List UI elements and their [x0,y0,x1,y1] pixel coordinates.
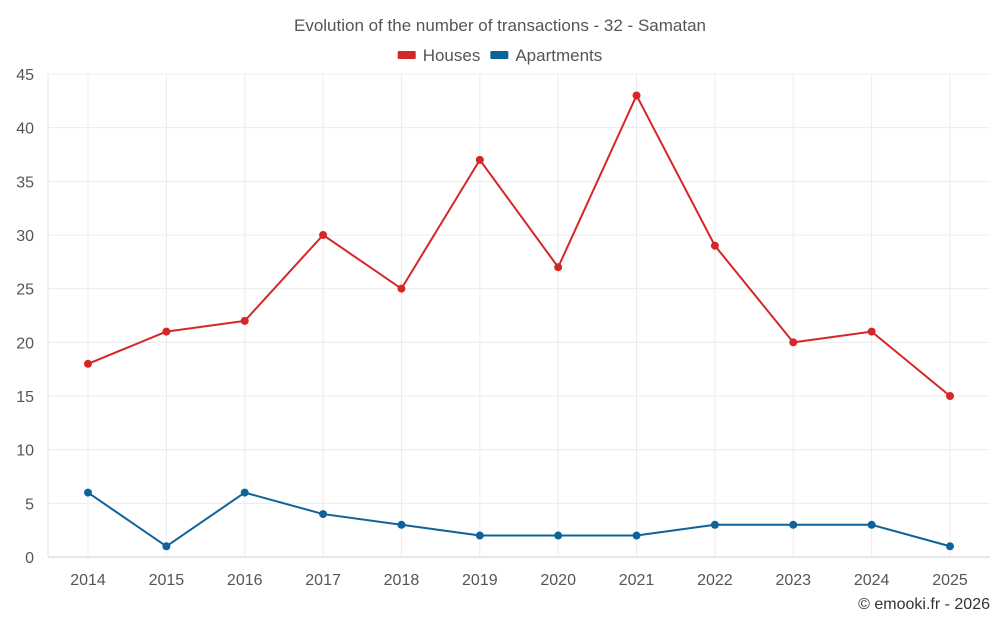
data-point-houses[interactable] [319,231,328,239]
gridlines [48,73,990,558]
y-tick-label: 20 [16,335,34,352]
data-point-houses[interactable] [475,155,484,164]
legend: Houses Apartments [397,46,602,65]
x-tick-label: 2014 [70,572,106,589]
data-point-apartments[interactable] [789,520,798,529]
x-tick-label: 2023 [775,572,811,589]
series-apartments [84,488,954,551]
data-point-apartments[interactable] [475,531,484,540]
x-tick-label: 2021 [619,572,655,589]
y-tick-label: 15 [16,389,34,406]
y-tick-label: 30 [16,228,34,245]
data-point-houses[interactable] [162,327,171,336]
y-tick-label: 0 [25,550,34,567]
x-tick-label: 2015 [149,572,185,589]
data-point-apartments[interactable] [240,488,249,497]
y-tick-label: 40 [16,121,34,138]
x-axis: 2014 2015 2016 2017 2018 2019 2020 2021 2022 2023… [48,556,990,589]
x-tick-label: 2024 [854,572,890,589]
series-houses [84,91,954,400]
x-tick-label: 2018 [384,572,420,589]
credit-text: © emooki.fr - 2026 [858,596,990,613]
legend-item-apartments[interactable]: Apartments [490,46,602,65]
y-tick-label: 5 [25,496,34,513]
y-tick-label: 10 [16,443,34,460]
data-point-apartments[interactable] [867,520,876,529]
data-point-houses[interactable] [397,284,406,293]
y-tick-label: 25 [16,282,34,299]
data-point-apartments[interactable] [554,531,563,540]
x-tick-label: 2022 [697,572,733,589]
series-group [84,91,954,551]
chart-title: Evolution of the number of transactions … [294,16,706,35]
data-point-houses[interactable] [84,359,92,368]
data-point-apartments[interactable] [710,520,719,529]
data-point-apartments[interactable] [162,542,171,551]
legend-label: Apartments [515,46,602,65]
data-point-apartments[interactable] [397,520,406,529]
data-point-houses[interactable] [710,241,719,250]
data-point-apartments[interactable] [84,488,92,497]
x-tick-label: 2016 [227,572,263,589]
data-point-houses[interactable] [867,327,876,336]
legend-swatch [490,51,509,59]
legend-swatch [397,51,416,59]
data-point-apartments[interactable] [946,542,954,551]
x-tick-label: 2017 [305,572,341,589]
legend-item-houses[interactable]: Houses [397,46,481,65]
x-tick-label: 2020 [540,572,576,589]
data-point-apartments[interactable] [319,510,328,519]
y-tick-label: 35 [16,174,34,191]
series-line-houses [87,94,951,397]
data-point-houses[interactable] [946,392,954,400]
data-point-houses[interactable] [632,91,641,100]
data-point-houses[interactable] [789,338,798,347]
legend-label: Houses [423,46,481,65]
y-axis: 0 5 10 15 20 25 30 35 40 45 [16,67,49,567]
data-point-apartments[interactable] [632,531,641,540]
x-tick-label: 2019 [462,572,498,589]
data-point-houses[interactable] [554,263,563,272]
series-line-apartments [87,491,951,548]
x-tick-label: 2025 [932,572,968,589]
data-point-houses[interactable] [240,316,249,325]
y-tick-label: 45 [16,67,34,84]
